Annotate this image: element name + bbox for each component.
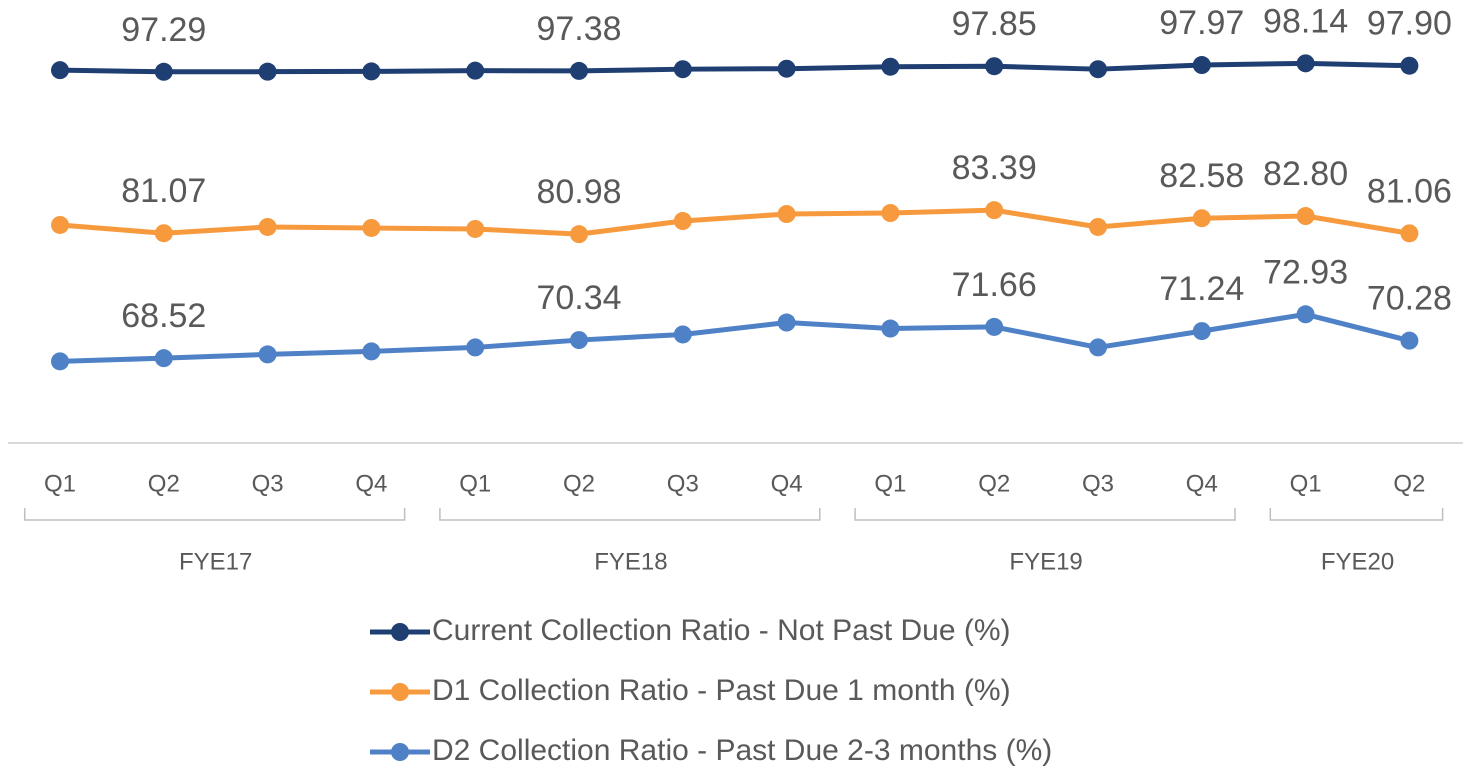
group-bracket [854,508,1236,521]
data-point [1192,322,1211,341]
legend-label: Current Collection Ratio - Not Past Due … [432,614,1011,647]
x-tick-label: Q1 [44,470,76,497]
data-point [362,62,381,81]
data-point [466,219,485,238]
data-point [673,60,692,79]
data-label: 97.97 [1159,4,1244,42]
data-label: 81.07 [121,172,206,210]
x-tick-label: Q2 [148,470,180,497]
data-point [985,57,1004,76]
data-point [673,325,692,344]
data-point [258,62,277,81]
data-point [1089,60,1107,79]
data-point [570,61,588,80]
x-tick-label: Q1 [1290,470,1322,497]
data-label: 71.66 [952,266,1037,304]
x-tick-label: Q2 [563,470,595,497]
data-point [466,338,485,357]
data-point [154,224,173,243]
data-label: 97.90 [1367,5,1452,43]
data-point [881,319,900,338]
data-point [51,215,69,234]
data-label: 97.29 [121,11,206,49]
series-line [59,60,1410,75]
x-tick-label: Q3 [667,470,699,497]
legend-label: D2 Collection Ratio - Past Due 2-3 month… [432,734,1052,767]
data-point [881,204,900,223]
data-point [258,345,277,364]
data-point [777,205,796,224]
data-point [1089,338,1107,357]
data-label: 97.85 [952,5,1037,43]
data-point [570,331,588,350]
data-point [258,217,277,236]
data-label: 82.80 [1263,155,1348,193]
group-bracket [23,508,406,521]
data-label: 83.39 [952,149,1037,187]
data-point [570,225,588,244]
legend-marker [391,683,409,701]
group-bracket [439,508,821,521]
data-label: 70.28 [1367,280,1452,318]
data-point [1192,56,1211,75]
data-point [1296,54,1315,73]
data-point [881,57,900,76]
x-tick-label: Q2 [1393,470,1425,497]
x-tick-label: Q4 [1186,470,1218,497]
group-label: FYE18 [594,548,667,575]
x-tick-label: Q4 [771,470,803,497]
data-point [51,61,69,80]
data-point [1296,207,1315,226]
legend-marker [391,743,409,761]
data-point [1400,224,1419,243]
data-point [362,342,381,361]
legend-marker [391,623,409,641]
data-point [154,62,173,81]
data-point [985,201,1004,220]
data-point [777,313,796,332]
data-label: 71.24 [1159,270,1244,308]
legend-label: D1 Collection Ratio - Past Due 1 month (… [432,674,1011,707]
series-line [59,207,1410,237]
x-tick-label: Q4 [355,470,387,497]
x-tick-label: Q3 [252,470,284,497]
data-point [985,317,1004,336]
data-point [1400,56,1419,75]
series-line [59,311,1411,364]
group-label: FYE17 [179,548,252,575]
x-tick-label: Q2 [978,470,1010,497]
data-point [51,352,69,371]
x-tick-label: Q1 [459,470,491,497]
group-label: FYE20 [1321,548,1394,575]
data-point [777,59,796,78]
group-label: FYE19 [1009,548,1082,575]
data-label: 82.58 [1159,157,1244,195]
data-point [362,218,381,237]
data-point [1400,331,1419,350]
data-label: 98.14 [1263,2,1348,40]
x-tick-label: Q3 [1082,470,1114,497]
data-point [1296,305,1315,324]
data-point [154,349,173,368]
data-point [1192,209,1211,228]
data-label: 80.98 [536,173,621,211]
data-label: 68.52 [121,297,206,335]
data-label: 70.34 [536,279,621,317]
data-point [466,61,485,80]
data-label: 72.93 [1263,253,1348,291]
data-point [1089,217,1107,236]
x-tick-label: Q1 [874,470,906,497]
data-label: 97.38 [536,10,621,48]
data-point [673,212,692,231]
data-label: 81.06 [1367,172,1452,210]
group-bracket [1269,508,1444,521]
